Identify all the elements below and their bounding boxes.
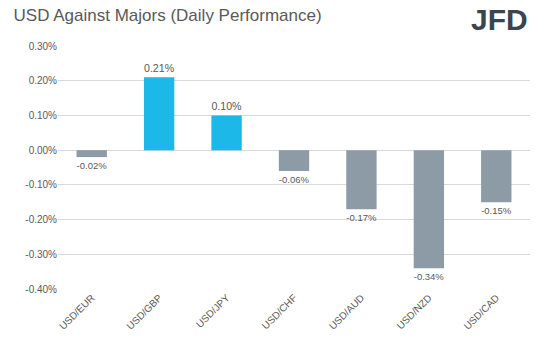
svg-text:0.00%: 0.00% bbox=[29, 145, 57, 156]
svg-text:USD Against Majors (Daily Perf: USD Against Majors (Daily Performance) bbox=[14, 6, 322, 25]
svg-text:-0.15%: -0.15% bbox=[481, 205, 512, 216]
svg-text:USD/EUR: USD/EUR bbox=[57, 292, 97, 332]
svg-text:-0.17%: -0.17% bbox=[346, 212, 377, 223]
svg-text:0.21%: 0.21% bbox=[144, 62, 175, 74]
svg-text:-0.30%: -0.30% bbox=[25, 249, 57, 260]
svg-text:-0.10%: -0.10% bbox=[25, 179, 57, 190]
svg-text:USD/JPY: USD/JPY bbox=[194, 292, 232, 330]
svg-text:-0.40%: -0.40% bbox=[25, 284, 57, 295]
svg-text:USD/NZD: USD/NZD bbox=[395, 292, 434, 331]
svg-text:0.20%: 0.20% bbox=[29, 75, 57, 86]
svg-text:0.10%: 0.10% bbox=[29, 110, 57, 121]
svg-text:USD/AUD: USD/AUD bbox=[327, 292, 367, 332]
svg-text:USD/CAD: USD/CAD bbox=[462, 292, 502, 332]
svg-text:0.30%: 0.30% bbox=[29, 41, 57, 52]
svg-text:JFD: JFD bbox=[471, 3, 528, 36]
svg-text:USD/GBP: USD/GBP bbox=[124, 292, 164, 332]
svg-text:0.10%: 0.10% bbox=[211, 100, 242, 112]
svg-text:-0.06%: -0.06% bbox=[279, 174, 310, 185]
svg-text:-0.20%: -0.20% bbox=[25, 214, 57, 225]
svg-text:-0.02%: -0.02% bbox=[77, 160, 108, 171]
svg-text:USD/CHF: USD/CHF bbox=[260, 292, 299, 331]
svg-text:-0.34%: -0.34% bbox=[414, 271, 445, 282]
